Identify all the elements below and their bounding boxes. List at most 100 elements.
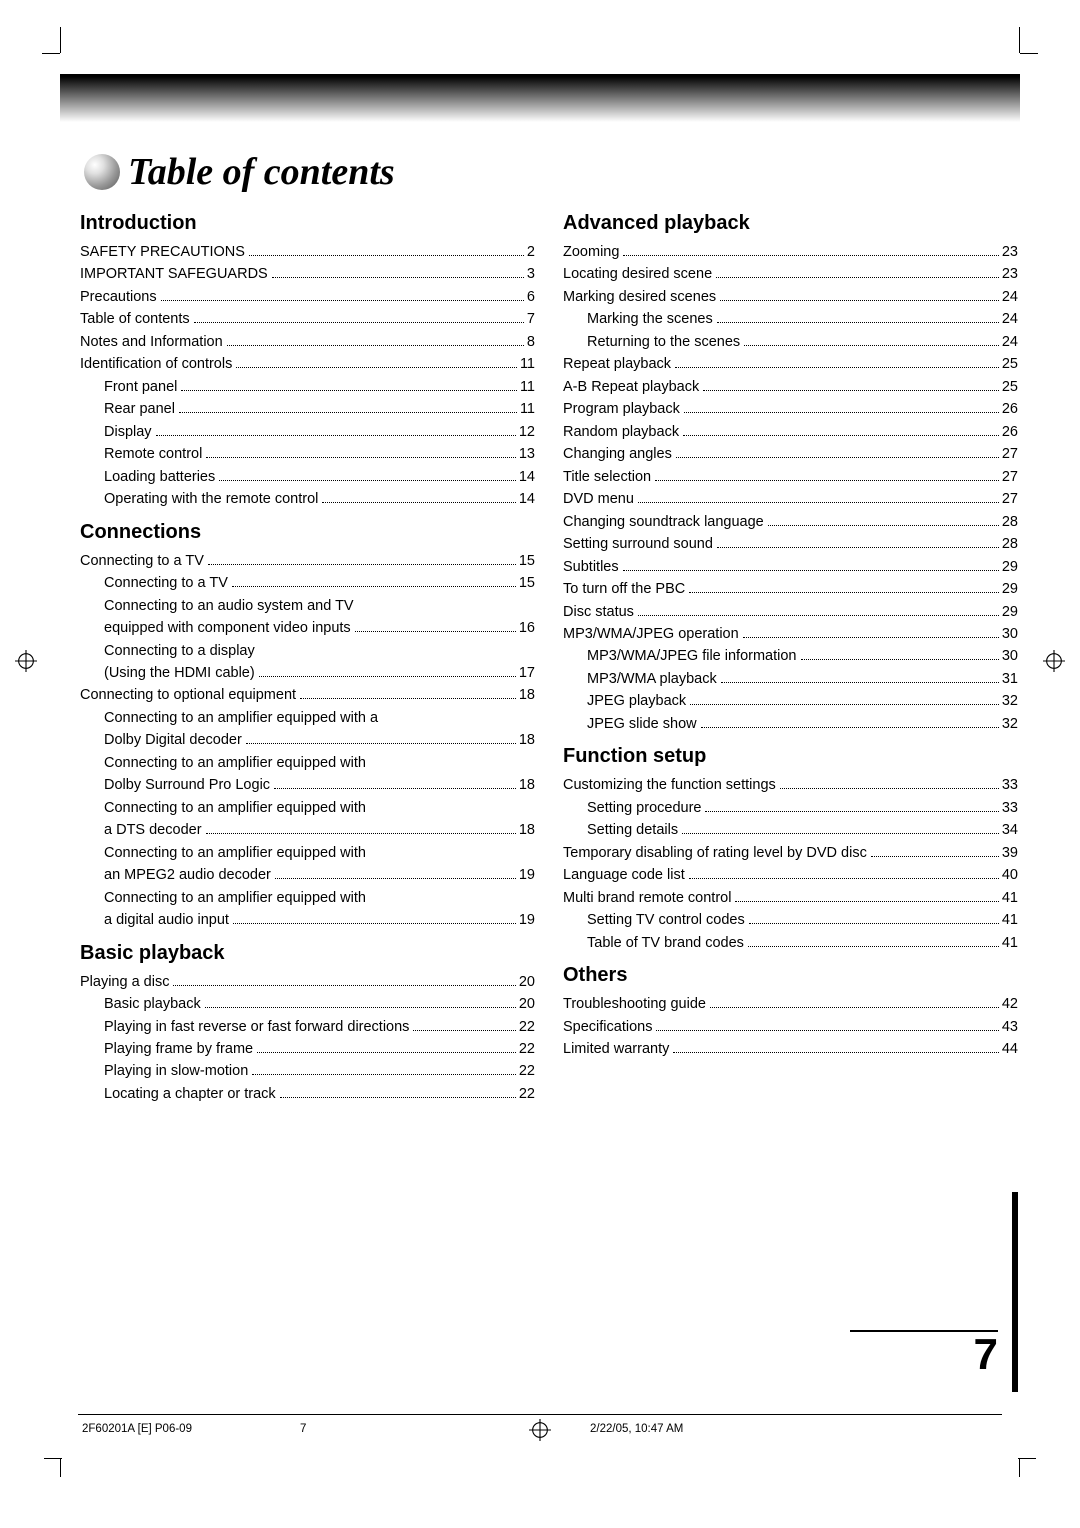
toc-entry-label: Title selection <box>563 466 651 488</box>
toc-dot-leader <box>275 878 516 879</box>
toc-entry: Playing a disc20 <box>80 971 535 993</box>
toc-entry-label: Setting TV control codes <box>587 909 745 931</box>
toc-entry: Remote control13 <box>80 443 535 465</box>
toc-entry-page: 29 <box>1002 578 1018 600</box>
toc-entry-page: 25 <box>1002 376 1018 398</box>
toc-entry-page: 39 <box>1002 842 1018 864</box>
toc-entry: Program playback26 <box>563 398 1018 420</box>
toc-entry: Setting details34 <box>563 819 1018 841</box>
toc-dot-leader <box>768 525 999 526</box>
toc-dot-leader <box>259 676 516 677</box>
toc-entry-page: 17 <box>519 662 535 684</box>
toc-entry-page: 43 <box>1002 1016 1018 1038</box>
toc-entry-page: 23 <box>1002 241 1018 263</box>
toc-entry-label: DVD menu <box>563 488 634 510</box>
toc-entry: Changing angles27 <box>563 443 1018 465</box>
toc-entry-label: Troubleshooting guide <box>563 993 706 1015</box>
toc-entry-page: 13 <box>519 443 535 465</box>
toc-dot-leader <box>181 390 517 391</box>
toc-entry-label: Connecting to a TV <box>80 550 204 572</box>
page-title: Table of contents <box>128 150 1018 194</box>
toc-entry-page: 34 <box>1002 819 1018 841</box>
toc-dot-leader <box>780 788 999 789</box>
toc-entry-label: equipped with component video inputs <box>104 617 351 639</box>
toc-dot-leader <box>703 390 999 391</box>
toc-entry-page: 19 <box>519 909 535 931</box>
toc-entry: Limited warranty44 <box>563 1038 1018 1060</box>
toc-entry-label: a DTS decoder <box>104 819 202 841</box>
toc-dot-leader <box>717 322 999 323</box>
toc-entry-page: 18 <box>519 819 535 841</box>
toc-entry: JPEG slide show32 <box>563 713 1018 735</box>
toc-dot-leader <box>252 1074 516 1075</box>
toc-entry: Specifications43 <box>563 1016 1018 1038</box>
toc-dot-leader <box>638 615 999 616</box>
toc-entry-page: 41 <box>1002 887 1018 909</box>
toc-entry-label: Temporary disabling of rating level by D… <box>563 842 867 864</box>
toc-entry-label: MP3/WMA/JPEG file information <box>587 645 797 667</box>
toc-entry-page: 44 <box>1002 1038 1018 1060</box>
toc-entry-label: SAFETY PRECAUTIONS <box>80 241 245 263</box>
header-gradient-bar <box>60 74 1020 122</box>
toc-entry: Locating a chapter or track22 <box>80 1083 535 1105</box>
footer-timestamp: 2/22/05, 10:47 AM <box>590 1423 683 1435</box>
toc-entry: MP3/WMA/JPEG file information30 <box>563 645 1018 667</box>
toc-dot-leader <box>801 659 999 660</box>
toc-dot-leader <box>655 480 999 481</box>
toc-entry-page: 22 <box>519 1083 535 1105</box>
toc-entry-label: Language code list <box>563 864 685 886</box>
toc-entry-page: 26 <box>1002 398 1018 420</box>
toc-entry-label: Front panel <box>104 376 177 398</box>
toc-entry-page: 3 <box>527 263 535 285</box>
toc-dot-leader <box>206 833 516 834</box>
toc-entry: Subtitles29 <box>563 556 1018 578</box>
toc-entry-page: 20 <box>519 993 535 1015</box>
toc-dot-leader <box>300 698 516 699</box>
toc-dot-leader <box>233 923 516 924</box>
toc-entry: Title selection27 <box>563 466 1018 488</box>
registration-mark-left <box>15 650 37 672</box>
toc-entry-label: a digital audio input <box>104 909 229 931</box>
toc-entry: Changing soundtrack language28 <box>563 511 1018 533</box>
toc-entry-label: MP3/WMA playback <box>587 668 717 690</box>
toc-dot-leader <box>717 547 999 548</box>
toc-entry-page: 20 <box>519 971 535 993</box>
toc-dot-leader <box>721 682 999 683</box>
toc-entry-page: 33 <box>1002 797 1018 819</box>
bottom-print-marks: 2F60201A [E] P06-09 7 2/22/05, 10:47 AM <box>0 1413 1080 1493</box>
toc-dot-leader <box>749 923 999 924</box>
toc-dot-leader <box>257 1052 516 1053</box>
toc-column-left: IntroductionSAFETY PRECAUTIONS2IMPORTANT… <box>80 202 535 1105</box>
toc-entry: Connecting to an amplifier equipped with <box>80 887 535 909</box>
toc-dot-leader <box>227 345 524 346</box>
toc-entry: Connecting to an amplifier equipped with… <box>80 707 535 729</box>
toc-section-heading: Introduction <box>80 212 535 235</box>
toc-entry-page: 27 <box>1002 488 1018 510</box>
toc-entry-page: 22 <box>519 1016 535 1038</box>
toc-entry: Returning to the scenes24 <box>563 331 1018 353</box>
toc-entry-label: Repeat playback <box>563 353 671 375</box>
toc-entry-label: an MPEG2 audio decoder <box>104 864 271 886</box>
toc-dot-leader <box>716 277 999 278</box>
toc-dot-leader <box>684 412 999 413</box>
toc-entry: DVD menu 27 <box>563 488 1018 510</box>
toc-entry: To turn off the PBC29 <box>563 578 1018 600</box>
toc-entry-page: 33 <box>1002 774 1018 796</box>
toc-entry-label: Setting surround sound <box>563 533 713 555</box>
toc-entry-page: 16 <box>519 617 535 639</box>
toc-dot-leader <box>236 367 517 368</box>
toc-dot-leader <box>656 1030 998 1031</box>
toc-dot-leader <box>720 300 999 301</box>
toc-entry: Connecting to a TV 15 <box>80 550 535 572</box>
toc-entry-page: 30 <box>1002 623 1018 645</box>
toc-entry: an MPEG2 audio decoder19 <box>80 864 535 886</box>
toc-entry: Identification of controls11 <box>80 353 535 375</box>
toc-dot-leader <box>413 1030 515 1031</box>
toc-dot-leader <box>355 631 516 632</box>
toc-dot-leader <box>173 985 515 986</box>
toc-entry: MP3/WMA playback31 <box>563 668 1018 690</box>
toc-dot-leader <box>208 564 516 565</box>
toc-entry-page: 15 <box>519 550 535 572</box>
toc-dot-leader <box>735 901 998 902</box>
toc-entry: Connecting to a display <box>80 640 535 662</box>
